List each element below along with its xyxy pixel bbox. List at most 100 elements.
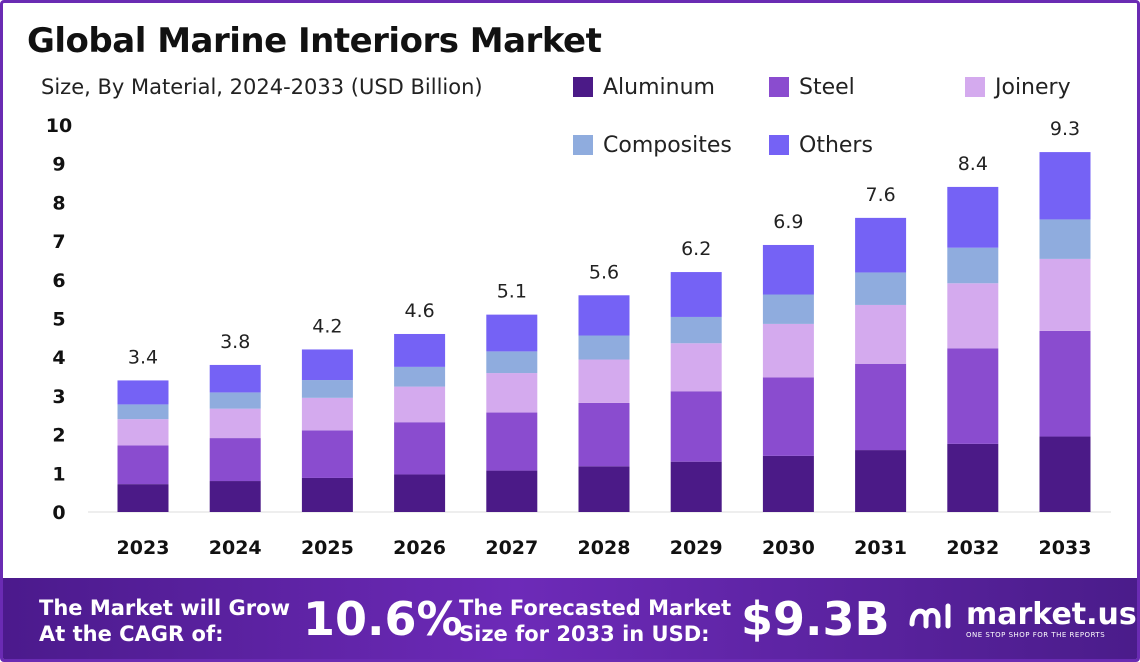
bar-segment-composites-2029 — [670, 316, 722, 344]
y-tick-label: 5 — [52, 309, 65, 331]
bar-segment-steel-2023 — [117, 445, 169, 485]
bar-total-label: 6.2 — [681, 238, 711, 260]
bar-segment-others-2026 — [394, 333, 446, 367]
bar-total-label: 5.1 — [497, 281, 527, 303]
legend-label-steel: Steel — [799, 74, 855, 100]
bar-segment-composites-2033 — [1039, 219, 1091, 259]
x-tick-label: 2025 — [301, 537, 354, 559]
bar-segment-composites-2024 — [209, 392, 261, 409]
bar-segment-others-2027 — [486, 314, 538, 352]
bar-segment-joinery-2023 — [117, 419, 169, 446]
legend-label-joinery: Joinery — [995, 74, 1071, 100]
bar-segment-aluminum-2028 — [578, 466, 630, 512]
cagr-caption-line2: At the CAGR of: — [39, 622, 224, 646]
bar-segment-composites-2023 — [117, 404, 169, 420]
legend-item-joinery: Joinery — [965, 74, 1071, 100]
y-tick-label: 1 — [52, 463, 65, 485]
x-tick-label: 2026 — [393, 537, 446, 559]
stacked-bar-chart: 0 1 2 3 4 5 6 7 8 9 10 3.4 2023 3.8 2024 4.2 2025 4.6 2026… — [46, 115, 1111, 559]
forecast-caption-line1: The Forecasted Market — [459, 596, 732, 620]
y-tick-label: 8 — [52, 192, 65, 214]
y-tick-label: 7 — [52, 231, 65, 253]
bar-segment-composites-2030 — [762, 294, 814, 324]
bar-segment-aluminum-2025 — [301, 477, 353, 512]
bar-segment-joinery-2024 — [209, 408, 261, 439]
cagr-caption-line1: The Market will Grow — [39, 596, 290, 620]
bar-segment-aluminum-2033 — [1039, 436, 1091, 512]
legend-item-aluminum: Aluminum — [573, 75, 715, 100]
bar-segment-aluminum-2027 — [486, 470, 538, 512]
bar-total-label: 4.2 — [312, 315, 342, 337]
bar-segment-joinery-2033 — [1039, 258, 1091, 331]
bar-segment-steel-2028 — [578, 402, 630, 467]
x-tick-label: 2030 — [762, 537, 815, 559]
bar-segment-joinery-2032 — [947, 283, 999, 349]
bar-segment-aluminum-2030 — [762, 455, 814, 512]
bar-segment-composites-2027 — [486, 351, 538, 374]
bar-segment-steel-2031 — [855, 363, 907, 451]
bar-segment-steel-2027 — [486, 412, 538, 471]
x-tick-label: 2033 — [1039, 537, 1092, 559]
y-tick-label: 6 — [52, 270, 65, 292]
cagr-caption: The Market will Grow At the CAGR of: — [39, 595, 290, 647]
bar-segment-others-2031 — [855, 217, 907, 273]
forecast-value: $9.3B — [741, 592, 890, 646]
bar-segment-others-2023 — [117, 380, 169, 405]
bar-segment-steel-2033 — [1039, 330, 1091, 437]
bar-segment-composites-2026 — [394, 366, 446, 387]
bar-segment-steel-2032 — [947, 348, 999, 444]
brand-name: market.us — [966, 597, 1137, 632]
legend-label-others: Others — [799, 132, 873, 158]
bar-total-label: 3.4 — [128, 346, 158, 368]
brand-logo: market.us ONE STOP SHOP FOR THE REPORTS — [908, 597, 1137, 639]
bar-segment-others-2032 — [947, 186, 999, 248]
bar-segment-composites-2028 — [578, 335, 630, 360]
bar-segment-joinery-2026 — [394, 386, 446, 423]
bar-segment-steel-2024 — [209, 438, 261, 482]
legend-label-composites: Composites — [603, 132, 732, 158]
x-tick-label: 2028 — [578, 537, 631, 559]
bar-total-label: 5.6 — [589, 261, 619, 283]
footer-banner: The Market will Grow At the CAGR of: 10.… — [3, 578, 1137, 659]
bar-segment-composites-2031 — [855, 272, 907, 305]
bar-segment-joinery-2029 — [670, 343, 722, 392]
bar-segment-others-2033 — [1039, 152, 1091, 220]
brand-tagline: ONE STOP SHOP FOR THE REPORTS — [966, 631, 1106, 639]
bar-segment-joinery-2031 — [855, 304, 907, 364]
bar-segment-aluminum-2032 — [947, 443, 999, 512]
bar-segment-others-2029 — [670, 272, 722, 317]
bar-total-label: 7.6 — [865, 184, 895, 206]
bar-segment-composites-2025 — [301, 380, 353, 398]
bar-segment-aluminum-2024 — [209, 481, 261, 512]
x-tick-label: 2031 — [854, 537, 907, 559]
y-tick-label: 3 — [52, 386, 65, 408]
legend-item-others: Others — [769, 132, 873, 158]
bar-total-label: 6.9 — [773, 211, 803, 233]
bar-segment-steel-2026 — [394, 422, 446, 475]
bar-segment-aluminum-2023 — [117, 484, 169, 512]
chart-title: Global Marine Interiors Market — [27, 21, 602, 61]
x-tick-label: 2032 — [946, 537, 999, 559]
x-tick-label: 2029 — [670, 537, 723, 559]
market-us-logo-icon — [909, 603, 951, 629]
x-tick-label: 2023 — [117, 537, 170, 559]
bar-segment-others-2025 — [301, 349, 353, 381]
y-tick-label: 2 — [52, 425, 65, 447]
y-tick-label: 9 — [52, 154, 65, 176]
bar-segment-others-2030 — [762, 244, 814, 295]
bar-segment-composites-2032 — [947, 247, 999, 284]
legend-swatch-joinery — [965, 77, 985, 97]
bar-segment-steel-2025 — [301, 430, 353, 478]
bar-segment-others-2024 — [209, 364, 261, 393]
bar-segment-joinery-2028 — [578, 359, 630, 403]
bar-segment-joinery-2027 — [486, 373, 538, 413]
y-tick-label: 4 — [52, 347, 65, 369]
legend-swatch-steel — [769, 77, 789, 97]
bar-segment-joinery-2025 — [301, 397, 353, 431]
bar-segment-aluminum-2026 — [394, 474, 446, 512]
legend-item-steel: Steel — [769, 74, 855, 100]
bar-total-label: 3.8 — [220, 331, 250, 353]
x-tick-label: 2027 — [485, 537, 538, 559]
forecast-caption-line2: Size for 2033 in USD: — [459, 622, 710, 646]
